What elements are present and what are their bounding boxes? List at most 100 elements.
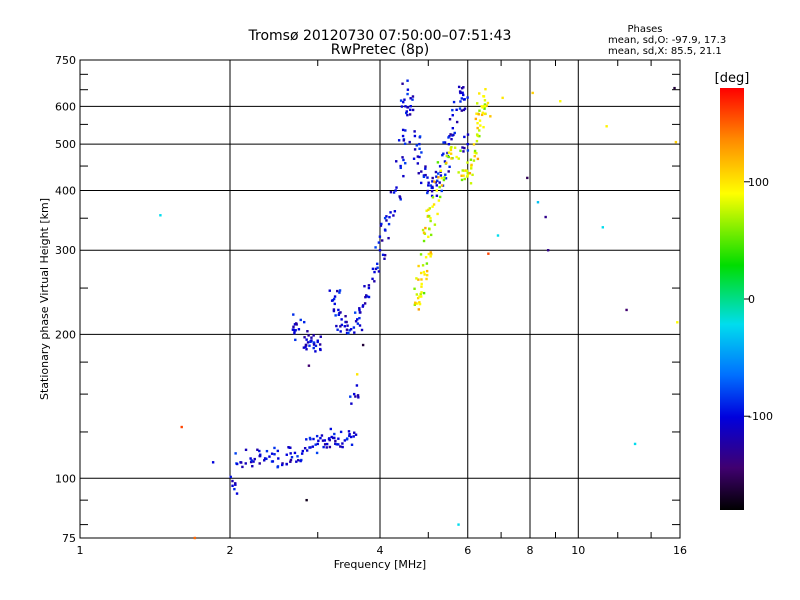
o-trace-point	[418, 142, 421, 146]
o-trace-point	[409, 108, 412, 112]
o-trace-point	[434, 170, 438, 174]
o-trace-point	[409, 104, 412, 108]
o-trace-point	[305, 348, 308, 351]
o-trace-point	[312, 341, 315, 344]
o-trace-point	[346, 324, 349, 327]
x-trace-point	[442, 178, 446, 182]
o-trace-point	[436, 179, 439, 182]
o-trace-point	[339, 430, 343, 434]
x-trace-point	[476, 157, 480, 161]
o-trace-point	[376, 266, 379, 269]
x-trace-point	[478, 134, 481, 138]
points-layer	[159, 79, 679, 540]
x-trace-point	[425, 269, 429, 273]
o-trace-point	[233, 487, 236, 491]
o-trace-point	[328, 445, 332, 449]
o-trace-point	[308, 344, 311, 347]
x-trace-point	[476, 126, 479, 130]
o-trace-point	[321, 439, 325, 442]
scattered-point	[355, 373, 359, 376]
x-trace-point	[431, 205, 434, 208]
x-trace-point	[483, 112, 487, 116]
o-trace-point	[258, 462, 261, 465]
scattered-point	[605, 125, 608, 128]
x-trace-point	[481, 106, 484, 109]
x-trace-point	[462, 174, 465, 177]
x-trace-point	[439, 169, 443, 172]
o-trace-point	[281, 462, 284, 465]
o-trace-point	[427, 184, 430, 187]
o-trace-point	[443, 160, 447, 163]
o-trace-point	[385, 219, 388, 222]
x-trace-point	[437, 176, 440, 179]
o-trace-point	[361, 304, 365, 307]
o-trace-point	[312, 346, 315, 350]
o-trace-point	[431, 180, 434, 183]
scattered-point	[501, 96, 504, 100]
x-trace-point	[422, 291, 426, 295]
y-tick-label: 75	[62, 532, 76, 545]
x-axis-label: Frequency [MHz]	[334, 558, 426, 571]
x-trace-point	[449, 148, 453, 152]
o-trace-point	[371, 277, 374, 281]
x-trace-point	[476, 122, 479, 125]
o-trace-point	[447, 170, 450, 173]
o-trace-point	[403, 142, 407, 145]
o-trace-point	[417, 172, 420, 175]
o-trace-point	[295, 323, 298, 326]
o-trace-point	[328, 289, 331, 292]
x-trace-point	[413, 303, 417, 307]
x-trace-point	[473, 151, 477, 154]
o-trace-point	[276, 449, 280, 453]
o-trace-point	[235, 492, 239, 495]
o-trace-point	[420, 170, 423, 173]
x-trace-point	[420, 285, 423, 288]
o-trace-point	[444, 177, 448, 180]
o-trace-point	[430, 194, 434, 198]
o-trace-point	[273, 453, 276, 456]
o-trace-point	[265, 457, 268, 461]
o-trace-point	[447, 136, 450, 139]
o-trace-point	[330, 435, 333, 439]
x-trace-point	[433, 223, 437, 226]
o-trace-point	[378, 249, 382, 252]
o-trace-point	[442, 152, 445, 155]
o-trace-point	[361, 305, 364, 308]
o-trace-point	[401, 82, 404, 85]
x-trace-point	[429, 255, 432, 258]
o-trace-point	[388, 215, 391, 219]
x-trace-point	[429, 217, 432, 220]
o-trace-point	[319, 335, 322, 338]
o-trace-point	[352, 326, 356, 329]
o-trace-point	[249, 460, 253, 464]
o-trace-point	[385, 215, 388, 218]
o-trace-point	[437, 172, 440, 175]
o-trace-point	[349, 395, 352, 398]
x-trace-point	[427, 214, 431, 218]
x-trace-point	[478, 129, 481, 132]
o-trace-point	[416, 155, 420, 158]
o-trace-point	[332, 436, 335, 440]
o-trace-point	[360, 328, 364, 332]
x-trace-point	[465, 175, 469, 178]
scattered-point	[159, 214, 162, 217]
o-trace-point	[358, 307, 361, 310]
x-trace-point	[472, 143, 476, 146]
o-trace-point	[343, 325, 347, 328]
x-trace-point	[443, 176, 446, 179]
x-trace-point	[421, 264, 425, 267]
o-trace-point	[307, 334, 310, 337]
x-trace-point	[430, 252, 433, 256]
o-trace-point	[402, 174, 405, 178]
o-trace-point	[459, 100, 462, 103]
x-trace-point	[432, 203, 436, 206]
x-trace-point	[438, 185, 441, 189]
o-trace-point	[334, 439, 337, 443]
o-trace-point	[367, 295, 371, 299]
o-trace-point	[412, 157, 416, 160]
x-trace-point	[480, 113, 484, 117]
o-trace-point	[405, 111, 408, 115]
x-trace-point	[476, 134, 479, 137]
o-trace-point	[406, 113, 409, 117]
o-trace-point	[329, 427, 333, 431]
